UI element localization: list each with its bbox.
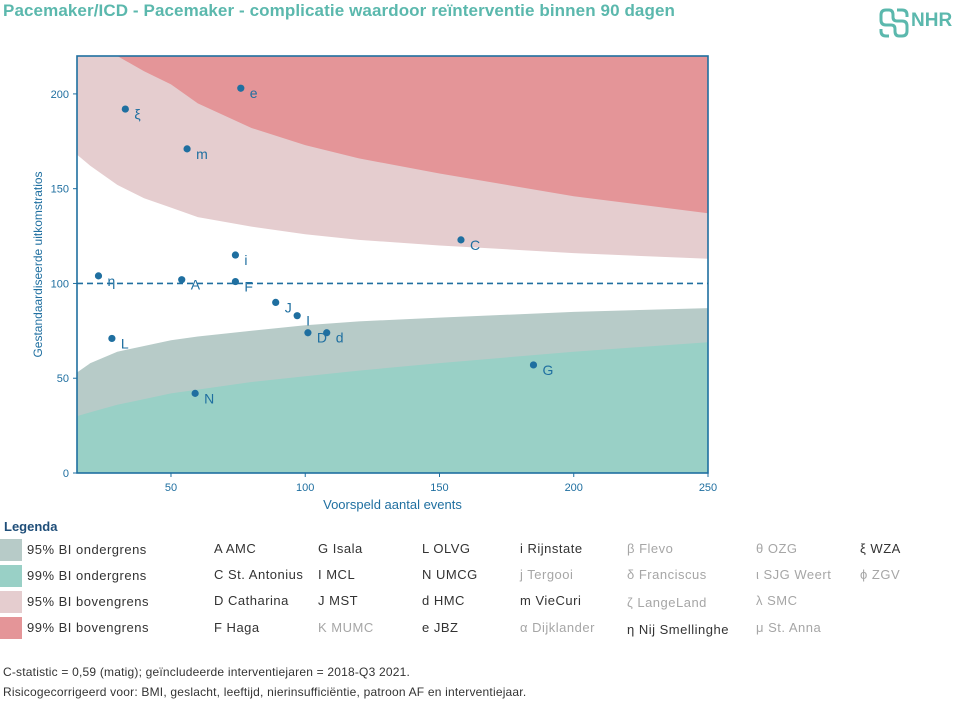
legend-hospital-item: i Rijnstate (520, 541, 583, 556)
data-point-C (457, 236, 465, 244)
legend-hospital-item: ζ LangeLand (627, 595, 707, 610)
legend-hospital-item: j Tergooi (520, 567, 574, 582)
data-point-I (293, 312, 301, 320)
x-tick-label: 250 (699, 482, 717, 494)
legend-hospital-item: N UMCG (422, 567, 478, 582)
data-point-G (529, 361, 538, 369)
footnote-c-statistic: C-statistic = 0,59 (matig); geïncludeerd… (3, 665, 411, 679)
plot-frame (76, 55, 709, 474)
data-point-D (304, 329, 312, 337)
y-axis-label: Gestandaardiseerde uitkomstratios (31, 171, 45, 357)
data-point-e (237, 84, 245, 92)
nhr-logo-text: NHR (911, 10, 953, 31)
legend-swatch (0, 617, 22, 639)
legend-band-label: 99% BI bovengrens (27, 620, 149, 635)
legend-hospital-item: L OLVG (422, 541, 471, 556)
data-point-N (191, 389, 199, 397)
data-point-F (231, 277, 240, 286)
legend-hospital-item: m VieCuri (520, 593, 582, 608)
legend-hospital-item: δ Franciscus (627, 567, 707, 582)
data-label-e: e (250, 85, 258, 101)
data-point-η (94, 272, 103, 280)
legend-hospital-item: β Flevo (627, 541, 674, 556)
data-point-L (108, 334, 116, 343)
y-tick-label: 200 (51, 89, 69, 101)
y-tick-label: 0 (63, 468, 69, 480)
funnel-plot: 0 50 100 150 200 50 100 150 200 250 Voorspeld aant… (31, 55, 717, 512)
data-label-L: L (121, 335, 129, 351)
legend-hospital-item: ϕ ZGV (860, 567, 901, 582)
legend-hospital-item: d HMC (422, 593, 465, 608)
nhr-logo-icon (879, 8, 909, 38)
data-label-D: D (317, 330, 327, 346)
legend-hospital-item: I MCL (318, 567, 356, 582)
x-tick-label: 150 (430, 482, 448, 494)
legend-hospital-item: θ OZG (756, 541, 798, 556)
band-99-upper (117, 56, 708, 214)
legend-hospital-item: J MST (318, 593, 359, 608)
legend-hospital-item: α Dijklander (520, 620, 595, 635)
x-tick-label: 50 (165, 482, 177, 494)
legend-heading: Legenda (4, 519, 58, 534)
band-99-lower (77, 342, 708, 473)
data-label-I: I (306, 313, 310, 329)
legend-band-label: 95% BI ondergrens (27, 542, 147, 557)
data-label-N: N (204, 390, 214, 406)
legend-band-label: 99% BI ondergrens (27, 568, 147, 583)
data-label-J: J (285, 299, 292, 315)
legend-hospital-item: C St. Antonius (214, 567, 304, 582)
legend-hospital-item: λ SMC (756, 593, 798, 608)
legend-hospital-item: η Nij Smellinghe (627, 622, 729, 637)
x-axis-label: Voorspeld aantal events (323, 497, 462, 512)
legend-hospital-item: μ St. Anna (756, 620, 822, 635)
plot-area (77, 56, 708, 473)
data-point-A (178, 276, 186, 284)
data-label-F: F (244, 279, 253, 295)
data-point-i (231, 251, 240, 259)
legend-hospital-item: D Catharina (214, 593, 289, 608)
data-label-d: d (336, 330, 344, 346)
x-tick-label: 100 (296, 482, 314, 494)
legend-hospital-item: e JBZ (422, 620, 459, 635)
y-tick-label: 150 (51, 184, 69, 196)
legend-hospital-item: A AMC (214, 541, 257, 556)
data-label-G: G (542, 362, 553, 378)
x-tick-label: 200 (565, 482, 583, 494)
legend-swatch (0, 591, 22, 613)
data-point-d (323, 329, 331, 337)
legend-swatch (0, 565, 22, 587)
y-tick-label: 50 (57, 373, 69, 385)
legend-hospital-item: G Isala (318, 541, 363, 556)
data-label-m: m (196, 146, 208, 162)
legend-hospital-item: K MUMC (318, 620, 374, 635)
data-point-m (183, 145, 191, 153)
footnote-risk-adjustment: Risicogecorrigeerd voor: BMI, geslacht, … (3, 685, 527, 699)
data-label-ξ: ξ (134, 106, 140, 122)
y-tick-label: 100 (51, 278, 69, 290)
data-label-η: η (107, 273, 115, 289)
data-label-C: C (470, 237, 480, 253)
data-label-A: A (191, 277, 201, 293)
data-label-i: i (244, 252, 247, 268)
data-point-ξ (121, 105, 129, 113)
legend-hospital-item: ξ WZA (860, 541, 901, 556)
legend-hospital-item: ι SJG Weert (756, 567, 832, 582)
legend-swatch (0, 539, 22, 561)
legend-hospital-item: F Haga (214, 620, 260, 635)
legend-band-label: 95% BI bovengrens (27, 594, 149, 609)
chart-title: Pacemaker/ICD - Pacemaker - complicatie … (3, 1, 676, 20)
data-point-J (272, 298, 280, 307)
